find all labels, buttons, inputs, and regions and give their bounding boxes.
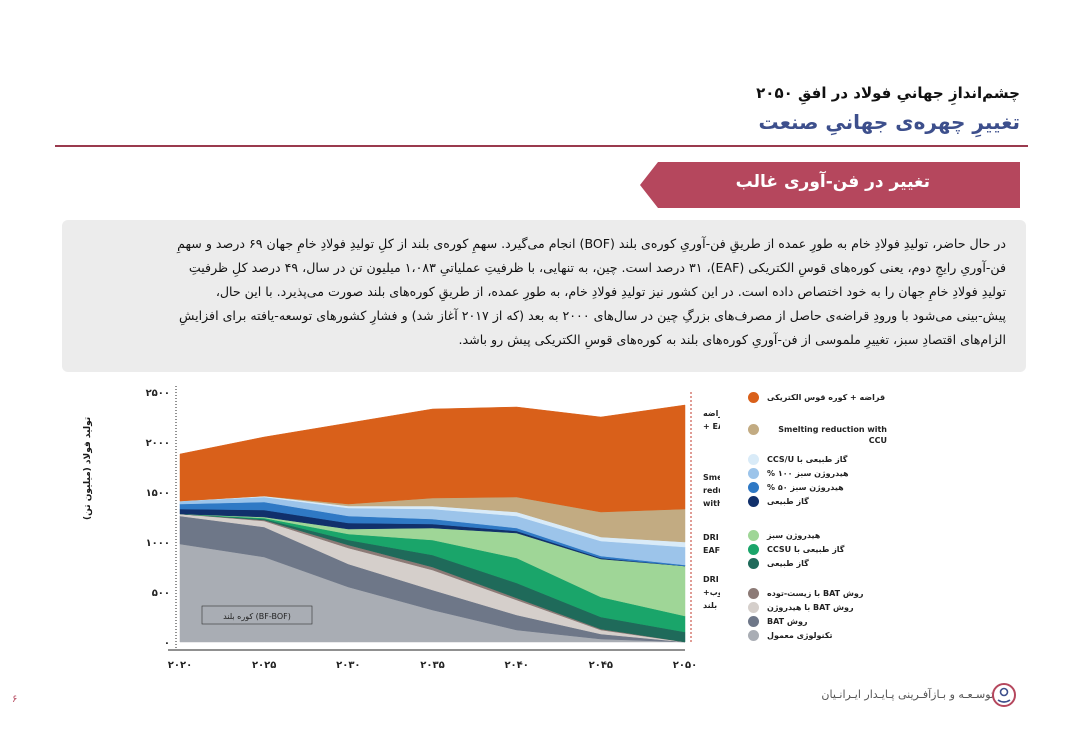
x-tick-label: ۲۰۳۰ — [336, 660, 360, 671]
legend-label: گاز طبیعی با CCSU — [767, 545, 845, 554]
x-tick-label: ۲۰۴۵ — [589, 660, 613, 671]
legend-label: هیدروژن سبز ۱۰۰ % — [767, 469, 849, 478]
legend-label: هیدروژن سبز — [767, 531, 821, 540]
legend-swatch — [748, 616, 759, 627]
chart-legend: قراضه + کوره قوس الکتریکی Smelting reduct… — [748, 388, 948, 648]
x-tick-label: ۲۰۳۵ — [420, 660, 444, 671]
legend-item: گاز طبیعی با CCS/U — [748, 454, 948, 465]
group-label: DRI +EAF — [703, 533, 720, 555]
section-banner-text: تغییر در فن-آوری غالب — [735, 172, 930, 192]
legend-label: گاز طبیعی با CCS/U — [767, 455, 848, 464]
area-series-12 — [179, 404, 686, 513]
legend-swatch — [748, 544, 759, 555]
header-divider — [55, 145, 1028, 147]
section-banner: تغییر در فن-آوری غالب — [640, 162, 1020, 208]
group-label: قراضه+ EAF — [703, 409, 720, 431]
y-tick-label: ۵۰۰ — [152, 588, 170, 599]
page-number: ۶ — [12, 694, 18, 705]
y-tick-label: ۱۵۰۰ — [146, 488, 170, 499]
legend-label: گاز طبیعی — [767, 497, 809, 506]
legend-label: قراضه + کوره قوس الکتریکی — [767, 393, 886, 402]
legend-label: روش BAT — [767, 617, 808, 626]
legend-label: هیدروژن سبز ۵۰ % — [767, 483, 844, 492]
paragraph-line: الزام‌های اقتصادِ سبز، تغییرِ ملموسی از … — [458, 332, 1006, 347]
legend-item: هیدروژن سبز — [748, 530, 948, 541]
paragraph-line: فن-آوریِ رایجِ دوم، یعنی کوره‌های قوسِ ا… — [188, 260, 1006, 275]
legend-swatch — [748, 496, 759, 507]
legend-swatch — [748, 530, 759, 541]
legend-swatch — [748, 454, 759, 465]
steel-production-chart: ۰ ۵۰۰ ۱۰۰۰ ۱۵۰۰ ۲۰۰۰ ۲۵۰۰ ۲۰۲۰ ۲۰۲۵ ۲۰۳۰ ۲۰۳۵ ۲۰۴۰… — [80, 380, 747, 680]
x-tick-label: ۲۰۲۵ — [252, 660, 276, 671]
x-tick-label: ۲۰۴۰ — [504, 660, 528, 671]
legend-item: Smelting reduction with CCU — [748, 424, 948, 446]
legend-swatch — [748, 602, 759, 613]
legend-label: تکنولوژی معمول — [767, 631, 833, 640]
legend-swatch — [748, 392, 759, 403]
document-title: چشم‌اندازِ جهانیِ فولاد در افقِ ۲۰۵۰ — [756, 84, 1020, 102]
legend-item: هیدروژن سبز ۵۰ % — [748, 482, 948, 493]
annotation-text: کوره بلند (BF-BOF) — [223, 612, 291, 621]
y-tick-label: ۲۰۰۰ — [146, 438, 170, 449]
legend-item: هیدروژن سبز ۱۰۰ % — [748, 468, 948, 479]
group-label: DRI+ذوب+کوره بلند — [703, 575, 720, 610]
legend-item: گاز طبیعی — [748, 558, 948, 569]
y-tick-label: ۱۰۰۰ — [146, 538, 170, 549]
legend-swatch — [748, 482, 759, 493]
chart-svg: ۰ ۵۰۰ ۱۰۰۰ ۱۵۰۰ ۲۰۰۰ ۲۵۰۰ ۲۰۲۰ ۲۰۲۵ ۲۰۳۰ ۲۰۳۵ ۲۰۴۰… — [146, 386, 747, 671]
brand-logo-icon — [992, 683, 1016, 707]
y-tick-label: ۰ — [164, 638, 170, 649]
legend-swatch — [748, 588, 759, 599]
legend-label: Smelting reduction with CCU — [778, 425, 887, 445]
intro-paragraph: در حال حاضر، تولیدِ فولادِ خام به طورِ ع… — [62, 220, 1026, 372]
legend-label: گاز طبیعی — [767, 559, 809, 568]
legend-item: گاز طبیعی با CCSU — [748, 544, 948, 555]
x-tick-label: ۲۰۵۰ — [673, 660, 697, 671]
legend-item: تکنولوژی معمول — [748, 630, 948, 641]
legend-item: روش BAT با زیست-توده — [748, 588, 948, 599]
legend-item: گاز طبیعی — [748, 496, 948, 507]
legend-item: روش BAT — [748, 616, 948, 627]
legend-item: قراضه + کوره قوس الکتریکی — [748, 392, 948, 403]
legend-label: روش BAT با زیست-توده — [767, 589, 864, 598]
y-tick-label: ۲۵۰۰ — [146, 388, 170, 399]
legend-swatch — [748, 630, 759, 641]
paragraph-line: تولیدِ فولادِ خامِ جهان را به خود اختصاص… — [215, 284, 1006, 299]
annotation-box — [201, 605, 313, 625]
legend-label: روش BAT با هیدروژن — [767, 603, 854, 612]
legend-item: روش BAT با هیدروژن — [748, 602, 948, 613]
footer-brand: توسـعـه و بـازآفـرینی پـایـدار ایـرانـیا… — [821, 688, 994, 701]
paragraph-line: در حال حاضر، تولیدِ فولادِ خام به طورِ ع… — [177, 236, 1006, 251]
x-tick-label: ۲۰۲۰ — [168, 660, 192, 671]
legend-swatch — [748, 468, 759, 479]
legend-swatch — [748, 558, 759, 569]
paragraph-line: پیش-بینی می‌شود با ورودِ قراضه‌ی حاصل از… — [179, 308, 1006, 323]
document-subtitle: تغییرِ چهره‌ی جهانیِ صنعت — [758, 110, 1020, 134]
legend-swatch — [748, 424, 759, 435]
